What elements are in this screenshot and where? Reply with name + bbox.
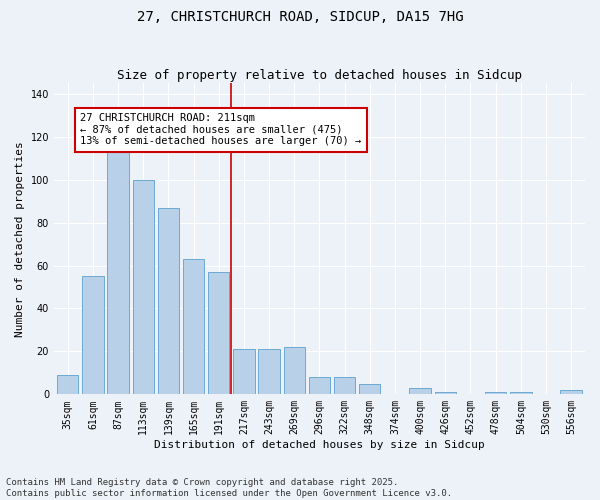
Text: Contains HM Land Registry data © Crown copyright and database right 2025.
Contai: Contains HM Land Registry data © Crown c… bbox=[6, 478, 452, 498]
Bar bbox=[183, 259, 205, 394]
Bar bbox=[82, 276, 104, 394]
Bar bbox=[158, 208, 179, 394]
Bar bbox=[259, 350, 280, 395]
Bar bbox=[409, 388, 431, 394]
Bar bbox=[57, 375, 79, 394]
Bar bbox=[309, 377, 330, 394]
Title: Size of property relative to detached houses in Sidcup: Size of property relative to detached ho… bbox=[117, 69, 522, 82]
Bar bbox=[107, 146, 129, 394]
Bar bbox=[208, 272, 229, 394]
Text: 27, CHRISTCHURCH ROAD, SIDCUP, DA15 7HG: 27, CHRISTCHURCH ROAD, SIDCUP, DA15 7HG bbox=[137, 10, 463, 24]
Y-axis label: Number of detached properties: Number of detached properties bbox=[15, 141, 25, 336]
Bar bbox=[334, 377, 355, 394]
Bar bbox=[485, 392, 506, 394]
Bar bbox=[510, 392, 532, 394]
Bar bbox=[233, 350, 254, 395]
Text: 27 CHRISTCHURCH ROAD: 211sqm
← 87% of detached houses are smaller (475)
13% of s: 27 CHRISTCHURCH ROAD: 211sqm ← 87% of de… bbox=[80, 113, 362, 146]
Bar bbox=[284, 347, 305, 395]
Bar bbox=[359, 384, 380, 394]
X-axis label: Distribution of detached houses by size in Sidcup: Distribution of detached houses by size … bbox=[154, 440, 485, 450]
Bar bbox=[133, 180, 154, 394]
Bar bbox=[560, 390, 582, 394]
Bar bbox=[434, 392, 456, 394]
